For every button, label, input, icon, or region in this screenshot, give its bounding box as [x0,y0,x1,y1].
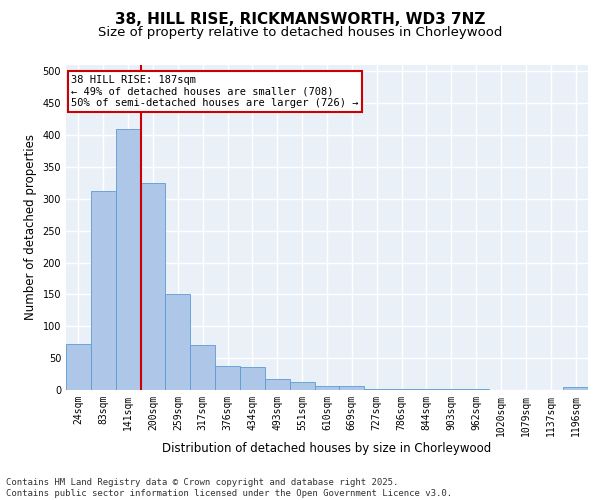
Bar [240,367,265,390]
Bar [389,388,414,390]
Text: Size of property relative to detached houses in Chorleywood: Size of property relative to detached ho… [98,26,502,39]
Text: Contains HM Land Registry data © Crown copyright and database right 2025.
Contai: Contains HM Land Registry data © Crown c… [6,478,452,498]
Bar [140,183,166,390]
Y-axis label: Number of detached properties: Number of detached properties [24,134,37,320]
Bar [91,190,116,390]
Bar [563,388,588,390]
Bar [290,382,314,390]
Bar [414,388,439,390]
Bar [439,388,464,390]
Bar [190,346,215,390]
X-axis label: Distribution of detached houses by size in Chorleywood: Distribution of detached houses by size … [163,442,491,454]
Bar [265,379,290,390]
Bar [116,128,140,390]
Bar [314,386,340,390]
Text: 38, HILL RISE, RICKMANSWORTH, WD3 7NZ: 38, HILL RISE, RICKMANSWORTH, WD3 7NZ [115,12,485,28]
Text: 38 HILL RISE: 187sqm
← 49% of detached houses are smaller (708)
50% of semi-deta: 38 HILL RISE: 187sqm ← 49% of detached h… [71,74,359,108]
Bar [364,388,389,390]
Bar [215,366,240,390]
Bar [340,386,364,390]
Bar [66,344,91,390]
Bar [166,294,190,390]
